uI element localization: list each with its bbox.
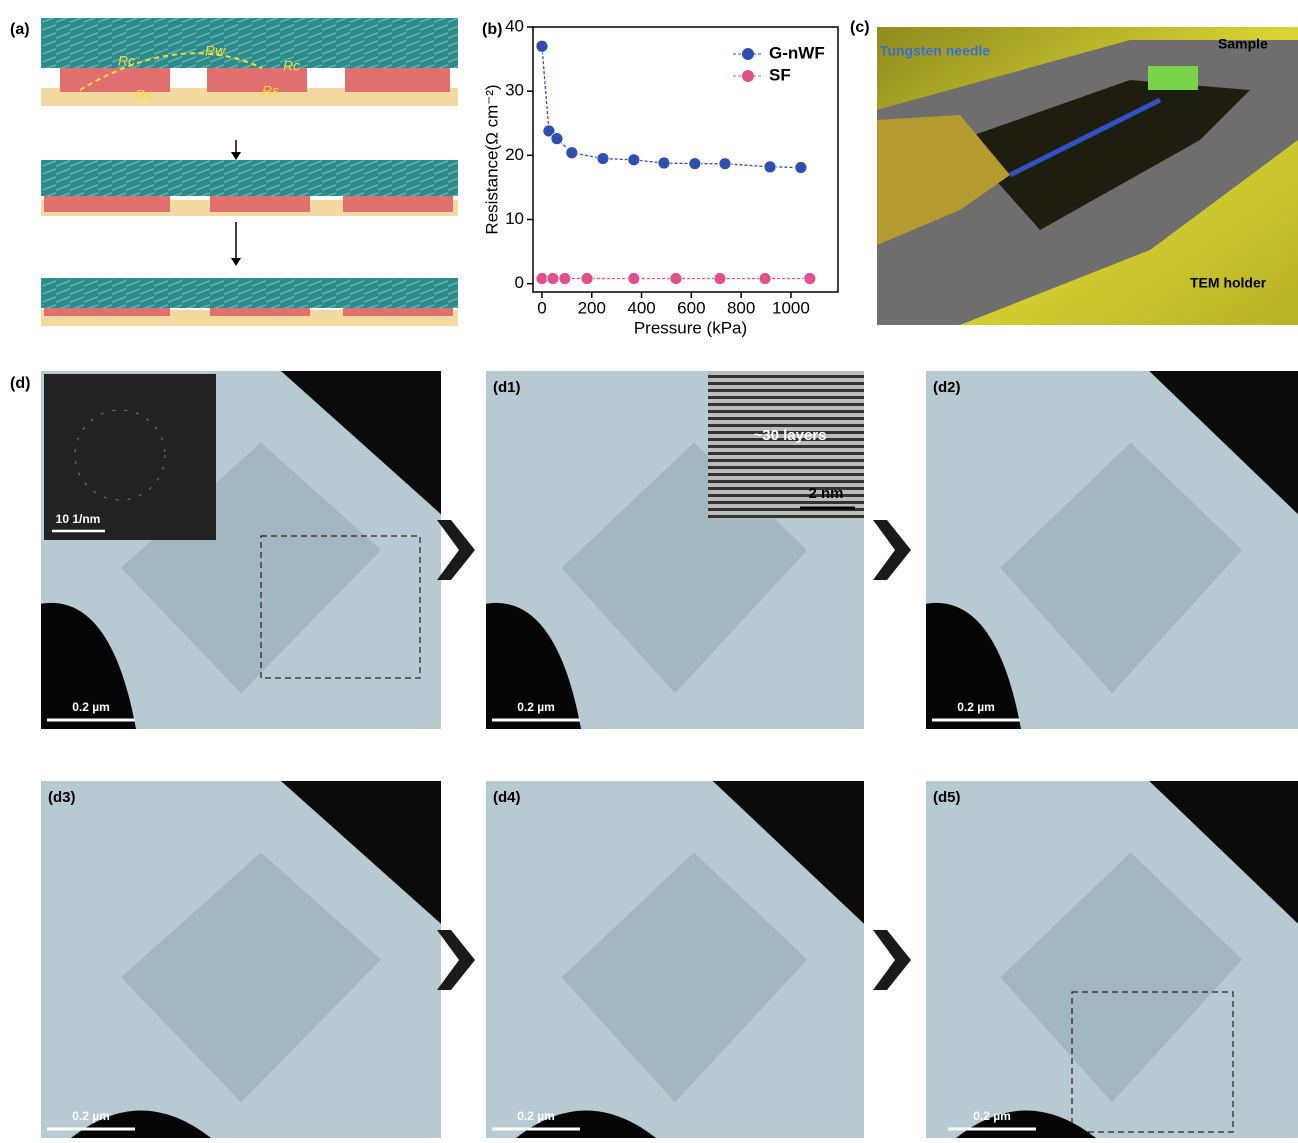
sequence-chevron [873, 930, 911, 990]
y-tick-label: 10 [505, 209, 524, 228]
data-point [581, 273, 593, 285]
data-point [559, 273, 571, 285]
x-tick-label: 400 [627, 298, 655, 317]
callout: Sample [1218, 36, 1268, 52]
shape [60, 66, 170, 92]
data-point [566, 147, 578, 159]
image-label: (d1) [493, 379, 521, 396]
sequence-chevron [437, 930, 475, 990]
x-tick-label: 0 [537, 298, 546, 317]
data-point [547, 273, 559, 285]
shape [44, 194, 170, 212]
legend-label: G-nWF [769, 43, 825, 62]
shape [345, 66, 450, 92]
legend-marker [742, 48, 754, 60]
shape [231, 258, 241, 266]
data-point [804, 273, 816, 285]
scale-label: 0.2 µm [517, 700, 555, 714]
image-label: (d5) [933, 789, 961, 806]
data-point [670, 273, 682, 285]
figure: (a) RcRwRcRsRs (c) Tungsten needle Sampl… [0, 0, 1298, 1138]
x-tick-label: 200 [578, 298, 606, 317]
data-point [689, 158, 701, 170]
image-label: (d3) [48, 789, 76, 806]
shape [41, 278, 458, 308]
callout: Tungsten needle [880, 43, 990, 59]
data-point [658, 157, 670, 169]
image-label: (d2) [933, 379, 961, 396]
data-point [759, 273, 771, 285]
callout: TEM holder [1190, 275, 1267, 291]
panel-d: (d0)0.2 µm(d1)0.2 µm(d2)0.2 µm(d3)0.2 µm… [41, 371, 1298, 1138]
y-tick-label: 30 [505, 81, 524, 100]
scale-label: 0.2 µm [957, 700, 995, 714]
shape [343, 194, 453, 212]
y-axis-label: Resistance(Ω cm⁻²) [482, 84, 501, 234]
data-point [795, 162, 807, 174]
scale-label: 0.2 µm [72, 1109, 110, 1123]
panel-label: (d) [10, 375, 30, 392]
data-point [551, 133, 563, 145]
shape [231, 152, 241, 160]
inset-text: ~30 layers [754, 427, 827, 444]
annotation: Rw [205, 43, 226, 59]
legend-label: SF [769, 65, 791, 84]
inset-scale: 2 nm [808, 485, 843, 502]
annotation: Rs [135, 87, 152, 103]
shape [210, 194, 310, 212]
panel-label: (a) [10, 21, 30, 38]
annotation: Rc [283, 58, 300, 74]
x-axis-label: Pressure (kPa) [634, 318, 747, 337]
panel-c: (c) Tungsten needle Sample TEM holder [850, 19, 1298, 325]
x-tick-label: 600 [677, 298, 705, 317]
inset-scale: 10 1/nm [56, 512, 101, 526]
data-point [714, 273, 726, 285]
plot-frame [533, 27, 838, 292]
image-label: (d4) [493, 789, 521, 806]
annotation: Rs [262, 83, 279, 99]
panel-a: (a) RcRwRcRsRs [10, 18, 458, 326]
y-tick-label: 40 [505, 16, 524, 35]
sequence-chevron [873, 520, 911, 580]
data-point [536, 273, 548, 285]
shape [1148, 66, 1198, 90]
data-point [536, 40, 548, 52]
scale-label: 0.2 µm [973, 1109, 1011, 1123]
data-point [628, 154, 640, 166]
y-tick-label: 0 [515, 273, 524, 292]
legend-marker [742, 70, 754, 82]
x-tick-label: 1000 [772, 298, 810, 317]
series-line [542, 46, 801, 167]
x-tick-label: 800 [727, 298, 755, 317]
data-point [628, 273, 640, 285]
scale-label: 0.2 µm [517, 1109, 555, 1123]
data-point [764, 161, 776, 173]
data-point [719, 158, 731, 170]
annotation: Rc [118, 53, 135, 69]
sequence-chevron [437, 520, 475, 580]
panel-label: (c) [850, 19, 870, 36]
shape [41, 18, 458, 68]
y-tick-label: 20 [505, 145, 524, 164]
data-point [597, 153, 609, 165]
scale-label: 0.2 µm [72, 700, 110, 714]
panel-label: (b) [482, 21, 502, 38]
shape [41, 160, 458, 196]
